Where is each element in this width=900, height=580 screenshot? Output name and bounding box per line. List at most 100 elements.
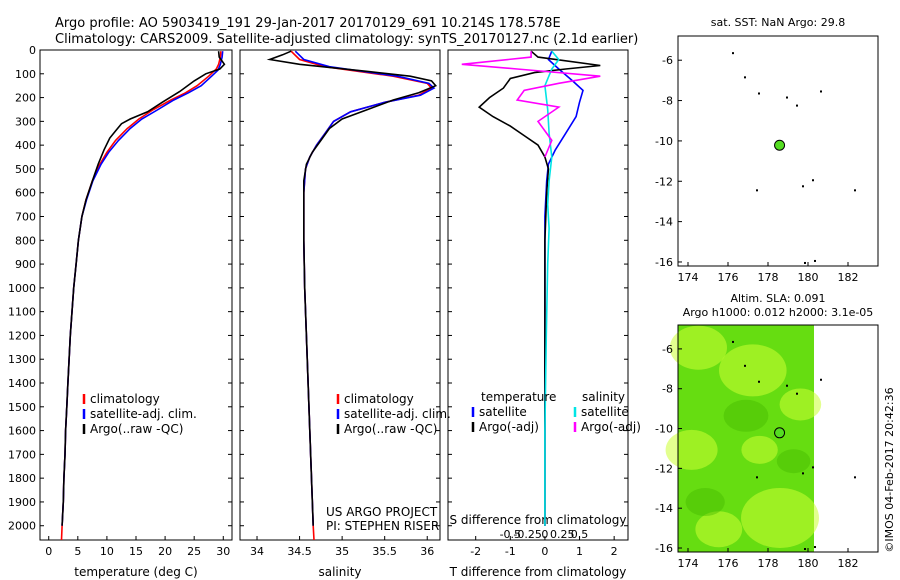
- sla-high-patch: [669, 325, 728, 370]
- difference-panel: -2 -1 0 1 2 T difference from climatology -0.5…: [447, 49, 641, 579]
- lat-tick-label: -14: [655, 502, 673, 515]
- depth-tick-label: 1600: [8, 425, 36, 438]
- legend-s-satellite-label: satellite: [581, 405, 629, 419]
- series-satellite: [61, 51, 224, 526]
- x-tick-label: 5: [74, 545, 81, 558]
- x-tick-label: 36: [420, 545, 434, 558]
- lon-tick-label: 176: [718, 557, 739, 570]
- lat-tick-label: -14: [655, 216, 673, 229]
- map-frame: [677, 324, 879, 553]
- depth-tick-label: 1500: [8, 401, 36, 414]
- island: [732, 52, 734, 55]
- sla-high-patch: [665, 429, 718, 470]
- x-tick-label: 30: [216, 545, 230, 558]
- island: [758, 380, 760, 383]
- lat-tick-label: -6: [662, 54, 673, 67]
- lat-tick-label: -12: [655, 175, 673, 188]
- argo-float-marker: [774, 139, 786, 151]
- sla-high-patch: [741, 487, 819, 548]
- s-tick-label: 0.5: [571, 528, 589, 541]
- s-axis-label: S difference from climatology: [450, 513, 627, 527]
- island: [786, 96, 788, 99]
- depth-tick-label: 1000: [8, 282, 36, 295]
- island: [820, 90, 822, 93]
- island: [812, 466, 814, 469]
- sst-map-title: sat. SST: NaN Argo: 29.8: [711, 16, 845, 29]
- depth-tick-label: 1200: [8, 329, 36, 342]
- series-s-argo: [461, 51, 601, 158]
- series-satellite: [294, 50, 436, 526]
- island: [796, 392, 798, 395]
- legend-t-satellite-label: satellite: [479, 405, 527, 419]
- series-s-satellite: [544, 50, 560, 526]
- island: [756, 476, 758, 479]
- sla-low-patch: [685, 488, 725, 517]
- depth-tick-label: 200: [15, 92, 36, 105]
- depth-tick-label: 800: [15, 234, 36, 247]
- s-tick-label: 0: [541, 528, 548, 541]
- lat-tick-label: -6: [662, 343, 673, 356]
- legend-t-argo-label: Argo(-adj): [479, 420, 539, 434]
- lat-tick-label: -10: [655, 135, 673, 148]
- s-tick-label: -0.5: [500, 528, 521, 541]
- x-tick-label: 1: [576, 545, 583, 558]
- x-axis-label: salinity: [318, 565, 361, 579]
- depth-tick-label: 1900: [8, 496, 36, 509]
- title-line2: Climatology: CARS2009. Satellite-adjuste…: [55, 32, 638, 47]
- depth-tick-label: 600: [15, 187, 36, 200]
- lon-tick-label: 182: [838, 271, 859, 284]
- legend-argo-label: Argo(..raw -QC): [90, 422, 183, 436]
- lon-tick-label: 182: [838, 557, 859, 570]
- island: [820, 378, 822, 381]
- island: [804, 548, 806, 551]
- sla-high-patch: [719, 344, 787, 397]
- x-tick-label: 35: [335, 545, 349, 558]
- sla-high-patch: [779, 388, 822, 421]
- legend-satellite-label: satellite-adj. clim.: [90, 407, 197, 421]
- lon-tick-label: 174: [678, 557, 699, 570]
- lat-tick-label: -8: [662, 383, 673, 396]
- island: [744, 364, 746, 367]
- island: [796, 104, 798, 107]
- sla-map-title: Altim. SLA: 0.091: [730, 292, 825, 305]
- depth-tick-label: 700: [15, 211, 36, 224]
- x-tick-label: 35.5: [372, 545, 397, 558]
- series-climatology: [290, 50, 433, 541]
- island: [732, 340, 734, 343]
- depth-tick-label: 1800: [8, 472, 36, 485]
- imos-stamp: ©IMOS 04-Feb-2017 20:42:36: [883, 387, 896, 552]
- lat-tick-label: -12: [655, 462, 673, 475]
- legend-s-argo-label: Argo(-adj): [581, 420, 641, 434]
- plot-frame: [447, 49, 629, 541]
- project-annotation: US ARGO PROJECT: [326, 505, 438, 519]
- depth-tick-label: 100: [15, 68, 36, 81]
- island: [814, 259, 816, 262]
- lon-tick-label: 178: [758, 271, 779, 284]
- x-tick-label: 34: [250, 545, 264, 558]
- x-tick-label: 15: [129, 545, 143, 558]
- pi-annotation: PI: STEPHEN RISER: [326, 519, 439, 533]
- island: [802, 185, 804, 188]
- depth-tick-label: 1300: [8, 353, 36, 366]
- island: [756, 189, 758, 192]
- plot-frame: [239, 49, 441, 541]
- island: [854, 189, 856, 192]
- salinity-panel: 34 34.5 35 35.5 36 salinity climatologysatelli…: [239, 49, 451, 579]
- island: [744, 76, 746, 79]
- legend-temperature-title: temperature: [481, 390, 556, 404]
- legend-climatology-label: climatology: [344, 392, 414, 406]
- lat-tick-label: -10: [655, 423, 673, 436]
- legend-climatology-label: climatology: [90, 392, 160, 406]
- lon-tick-label: 176: [718, 271, 739, 284]
- x-axis-label: temperature (deg C): [74, 565, 197, 579]
- sla-low-patch: [776, 449, 811, 474]
- depth-tick-label: 300: [15, 115, 36, 128]
- lat-tick-label: -8: [662, 95, 673, 108]
- depth-tick-label: 1100: [8, 306, 36, 319]
- x-tick-label: 2: [611, 545, 618, 558]
- sla-map-subtitle: Argo h1000: 0.012 h2000: 3.1e-05: [683, 306, 874, 319]
- series-argo: [61, 51, 226, 526]
- x-tick-label: 34.5: [287, 545, 312, 558]
- x-axis-label: T difference from climatology: [449, 565, 627, 579]
